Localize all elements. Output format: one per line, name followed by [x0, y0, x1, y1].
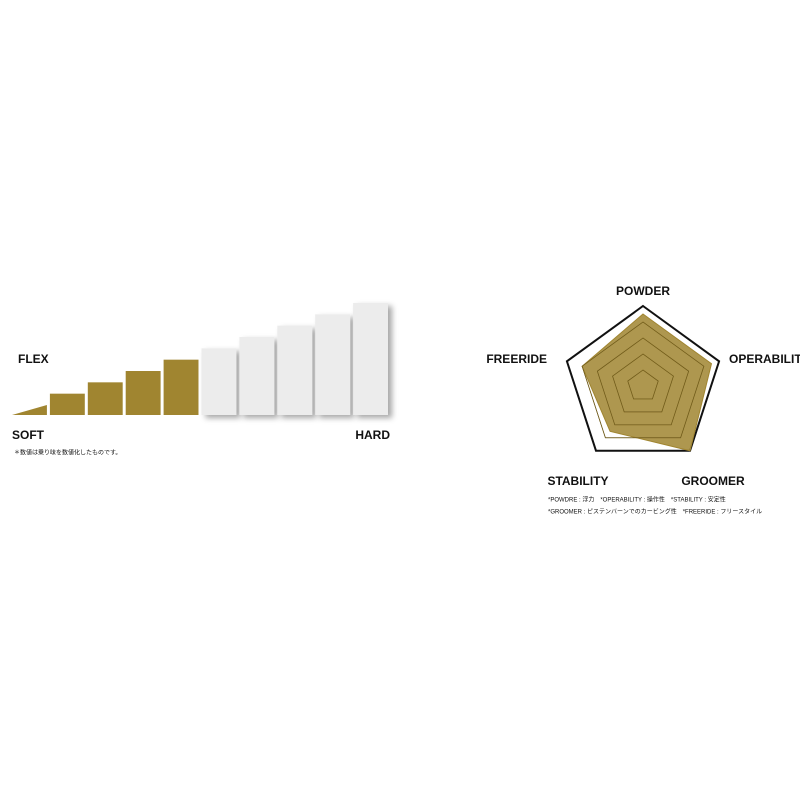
radar-chart: *POWDRE : 浮力 *OPERABILITY : 操作性 *STABILI…: [486, 284, 800, 515]
radar-axis-label: STABILITY: [547, 474, 608, 488]
radar-axis-label: OPERABILITY: [729, 352, 800, 366]
flex-step: [277, 325, 313, 415]
flex-note: ＊数値は乗り味を数値化したものです。: [14, 449, 121, 457]
radar-axis-label: POWDER: [616, 284, 670, 298]
radar-ring: [627, 369, 659, 400]
flex-step: [201, 348, 237, 415]
radar-axis-label: GROOMER: [681, 474, 745, 488]
flex-step: [239, 337, 275, 415]
hard-label: HARD: [355, 428, 390, 442]
flex-title: FLEX: [18, 352, 49, 366]
radar-note: *GROOMER : ピステンバーンでのカービング性 *FREERIDE : フ…: [548, 508, 762, 516]
flex-step: [163, 359, 199, 415]
radar-area: [581, 313, 713, 452]
radar-ring: [581, 321, 705, 439]
radar-note: *POWDRE : 浮力 *OPERABILITY : 操作性 *STABILI…: [548, 496, 726, 504]
flex-step: [49, 393, 85, 415]
radar-axis-label: FREERIDE: [486, 352, 547, 366]
flex-step: [315, 314, 351, 415]
flex-step: [353, 303, 388, 415]
flex-step: [87, 382, 123, 415]
soft-label: SOFT: [12, 428, 45, 442]
flex-step: [125, 371, 161, 415]
flex-chart: FLEX SOFT HARD ＊数値は乗り味を数値化したものです。: [12, 303, 390, 457]
flex-step: [12, 405, 47, 415]
radar-ring: [596, 337, 690, 426]
radar-ring: [565, 304, 721, 452]
radar-ring: [612, 353, 674, 413]
